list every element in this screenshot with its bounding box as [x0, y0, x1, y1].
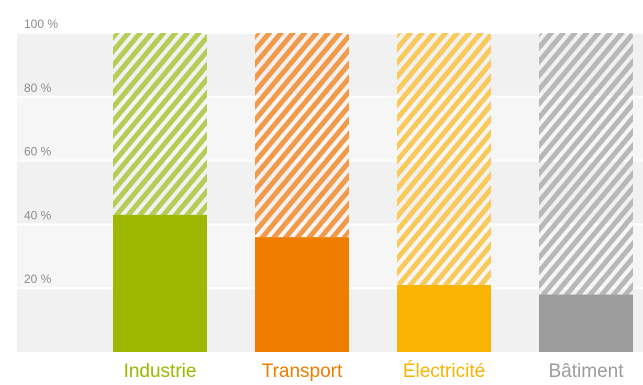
bars — [113, 33, 633, 352]
bar-remainder-1 — [113, 33, 207, 215]
x-axis-category-labels: Industrie Transport Électricité Bâtiment — [124, 361, 625, 382]
y-tick-label: 80 % — [24, 81, 52, 95]
bar-remainder-3 — [397, 33, 491, 286]
y-tick-label: 100 % — [24, 17, 58, 31]
bar-3 — [397, 285, 491, 352]
y-tick-label: 20 % — [24, 272, 52, 286]
y-tick-label: 40 % — [24, 208, 52, 222]
x-category-label: Transport — [262, 361, 343, 382]
x-category-label: Bâtiment — [549, 361, 625, 382]
y-tick-label: 60 % — [24, 145, 52, 159]
bar-2 — [255, 237, 349, 352]
bar-1 — [113, 214, 207, 352]
bar-remainder-2 — [255, 33, 349, 238]
y-axis-tick-labels: 20 % 40 % 60 % 80 % 100 % — [24, 17, 58, 286]
x-category-label: Industrie — [124, 361, 197, 382]
bar-4 — [539, 294, 633, 352]
bar-remainder-4 — [539, 33, 633, 295]
x-category-label: Électricité — [403, 361, 485, 382]
